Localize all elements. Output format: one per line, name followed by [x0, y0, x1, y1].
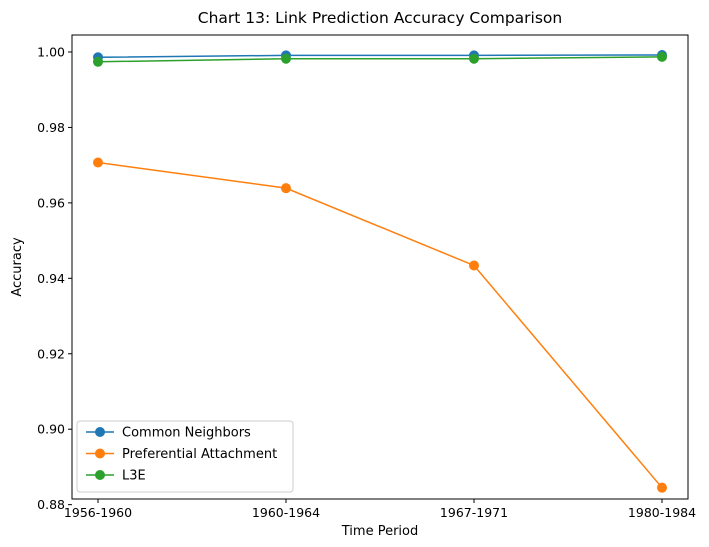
data-point [281, 183, 291, 194]
series-line [97, 56, 663, 63]
series-2 [93, 51, 667, 67]
y-tick-label: 0.92 [37, 346, 65, 361]
y-tick-label: 0.90 [37, 422, 65, 437]
x-tick-label: 1956-1960 [64, 505, 132, 520]
y-tick-label: 0.98 [37, 120, 65, 135]
legend-marker [95, 470, 105, 480]
data-point [657, 482, 667, 493]
y-axis: 0.88 0.90 0.92 0.94 0.96 0.98 1.00 [37, 44, 72, 512]
y-tick-label: 0.96 [37, 195, 65, 210]
data-point [657, 51, 667, 62]
x-tick-label: 1980-1984 [628, 505, 696, 520]
legend: Common Neighbors Preferential Attachment L… [76, 420, 294, 493]
chart-title: Chart 13: Link Prediction Accuracy Compa… [198, 9, 563, 27]
series-line [97, 54, 663, 59]
series-line [97, 161, 663, 489]
data-point [469, 260, 479, 271]
data-point [93, 56, 103, 67]
x-tick-label: 1960-1964 [252, 505, 320, 520]
legend-marker [95, 448, 105, 459]
y-axis-title: Accuracy [10, 237, 25, 297]
y-tick-label: 0.94 [37, 271, 65, 286]
legend-label: L3E [122, 469, 146, 484]
y-tick-label: 0.88 [37, 497, 65, 512]
x-tick-label: 1967-1971 [440, 505, 508, 520]
data-point [281, 53, 291, 64]
series-layer [93, 49, 667, 493]
legend-label: Preferential Attachment [122, 447, 277, 462]
legend-label: Common Neighbors [122, 426, 251, 441]
series-1 [93, 157, 667, 493]
x-axis: 1956-1960 1960-1964 1967-1971 1980-1984 [64, 499, 696, 520]
data-point [469, 53, 479, 64]
legend-box [76, 420, 294, 493]
legend-marker [95, 427, 105, 437]
x-axis-title: Time Period [341, 524, 418, 539]
y-tick-label: 1.00 [37, 44, 65, 59]
data-point [93, 157, 103, 168]
